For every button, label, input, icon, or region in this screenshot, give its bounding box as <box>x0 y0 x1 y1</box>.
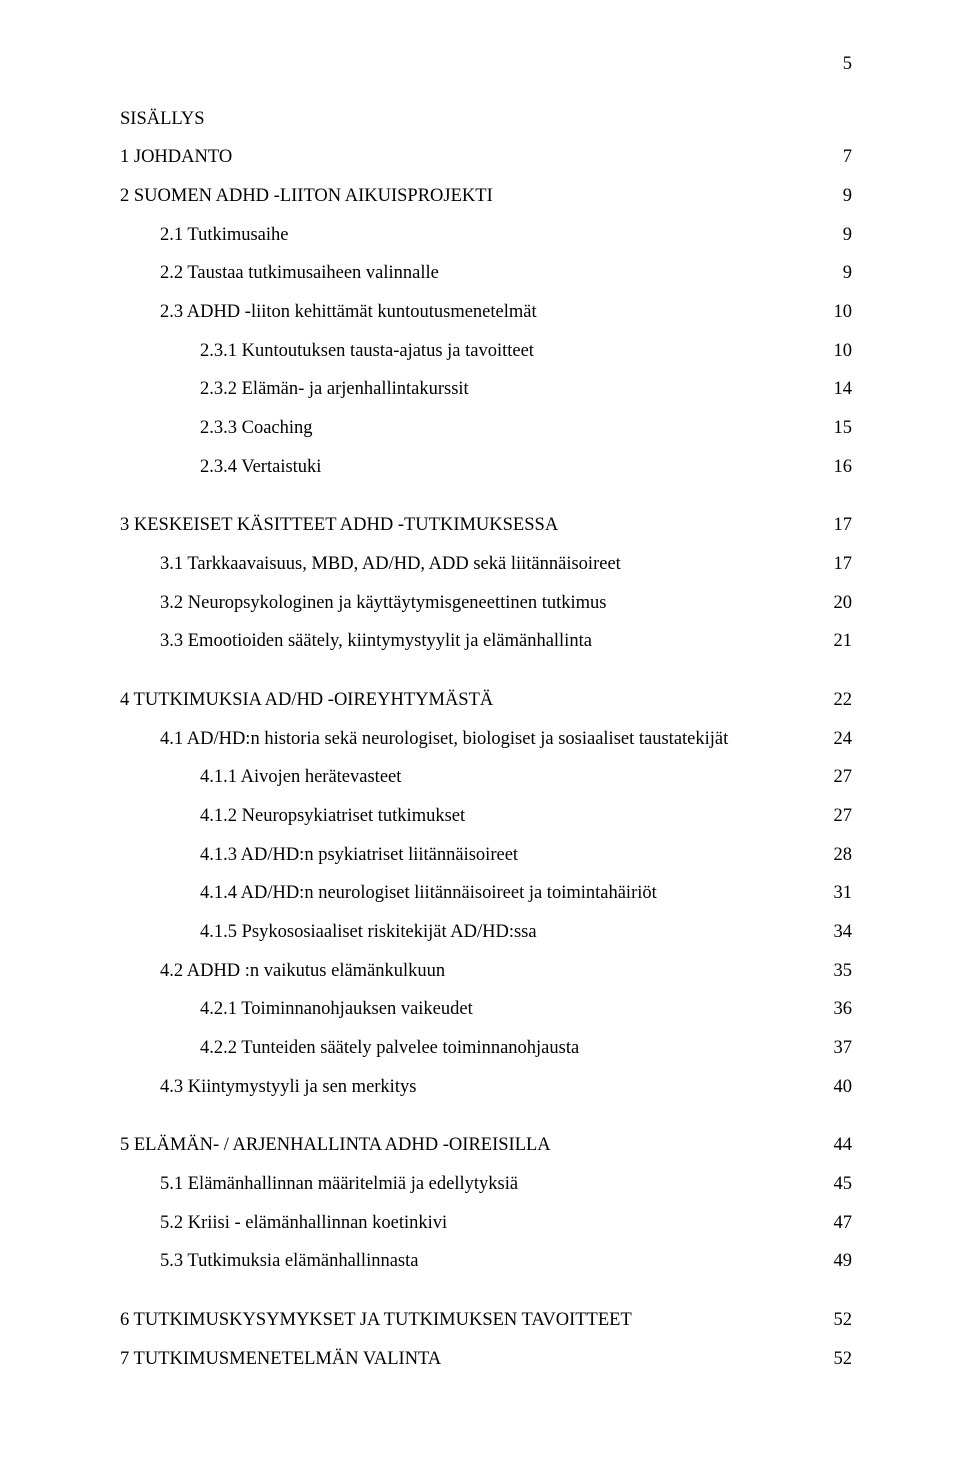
toc-entry-label: 2.3.3 Coaching <box>120 414 824 443</box>
toc-entry: 3.1 Tarkkaavaisuus, MBD, AD/HD, ADD sekä… <box>120 550 852 579</box>
toc-entry: 4.1.1 Aivojen herätevasteet27 <box>120 763 852 792</box>
toc-entry-label: 7 TUTKIMUSMENETELMÄN VALINTA <box>120 1345 824 1374</box>
toc-entry-page: 35 <box>824 957 852 986</box>
toc-entry: 3.3 Emootioiden säätely, kiintymystyylit… <box>120 627 852 656</box>
toc-entry: 2.3 ADHD -liiton kehittämät kuntoutusmen… <box>120 298 852 327</box>
toc-entry-page: 34 <box>824 918 852 947</box>
toc-entry-label: 2.3 ADHD -liiton kehittämät kuntoutusmen… <box>120 298 824 327</box>
toc-entry-label: 6 TUTKIMUSKYSYMYKSET JA TUTKIMUKSEN TAVO… <box>120 1306 824 1335</box>
toc-entry: 4.1.2 Neuropsykiatriset tutkimukset27 <box>120 802 852 831</box>
toc-entry-label: 4.2 ADHD :n vaikutus elämänkulkuun <box>120 957 824 986</box>
toc-entry-page: 17 <box>824 550 852 579</box>
toc-entry: 4.1 AD/HD:n historia sekä neurologiset, … <box>120 725 852 754</box>
toc-entry: 2.2 Taustaa tutkimusaiheen valinnalle9 <box>120 259 852 288</box>
toc-entry: 2.1 Tutkimusaihe9 <box>120 221 852 250</box>
toc-entry-label: 3.3 Emootioiden säätely, kiintymystyylit… <box>120 627 824 656</box>
toc-heading: SISÄLLYS <box>120 105 852 134</box>
toc-entry-page: 27 <box>824 763 852 792</box>
toc-entry: 4.2.2 Tunteiden säätely palvelee toiminn… <box>120 1034 852 1063</box>
toc-entry-page: 27 <box>824 802 852 831</box>
toc-entry-page: 21 <box>824 627 852 656</box>
toc-entry-page: 49 <box>824 1247 852 1276</box>
toc-entry-label: 4.1.5 Psykososiaaliset riskitekijät AD/H… <box>120 918 824 947</box>
toc-entry-label: 2.1 Tutkimusaihe <box>120 221 824 250</box>
toc-entry-label: 2.3.4 Vertaistuki <box>120 453 824 482</box>
toc-entry-page: 9 <box>824 221 852 250</box>
toc-entry: 4.3 Kiintymystyyli ja sen merkitys40 <box>120 1073 852 1102</box>
toc-entry: 4.1.3 AD/HD:n psykiatriset liitännäisoir… <box>120 841 852 870</box>
toc-entry-page: 24 <box>824 725 852 754</box>
toc-entry-page: 52 <box>824 1345 852 1374</box>
table-of-contents: 1 JOHDANTO72 SUOMEN ADHD -LIITON AIKUISP… <box>120 143 852 1373</box>
toc-entry-label: 4.2.2 Tunteiden säätely palvelee toiminn… <box>120 1034 824 1063</box>
toc-entry-label: 2.2 Taustaa tutkimusaiheen valinnalle <box>120 259 824 288</box>
toc-entry-label: 3 KESKEISET KÄSITTEET ADHD -TUTKIMUKSESS… <box>120 511 824 540</box>
toc-entry-label: 4.1.2 Neuropsykiatriset tutkimukset <box>120 802 824 831</box>
toc-entry-page: 37 <box>824 1034 852 1063</box>
toc-entry-label: 5.3 Tutkimuksia elämänhallinnasta <box>120 1247 824 1276</box>
toc-entry: 5 ELÄMÄN- / ARJENHALLINTA ADHD -OIREISIL… <box>120 1131 852 1160</box>
toc-entry-label: 3.2 Neuropsykologinen ja käyttäytymisgen… <box>120 589 824 618</box>
toc-entry-label: 1 JOHDANTO <box>120 143 824 172</box>
toc-entry-page: 15 <box>824 414 852 443</box>
toc-entry-label: 4.1 AD/HD:n historia sekä neurologiset, … <box>120 725 824 754</box>
toc-entry: 6 TUTKIMUSKYSYMYKSET JA TUTKIMUKSEN TAVO… <box>120 1306 852 1335</box>
toc-entry: 4 TUTKIMUKSIA AD/HD -OIREYHTYMÄSTÄ22 <box>120 686 852 715</box>
toc-entry: 7 TUTKIMUSMENETELMÄN VALINTA52 <box>120 1345 852 1374</box>
toc-entry: 3 KESKEISET KÄSITTEET ADHD -TUTKIMUKSESS… <box>120 511 852 540</box>
toc-entry-page: 31 <box>824 879 852 908</box>
toc-entry-label: 4 TUTKIMUKSIA AD/HD -OIREYHTYMÄSTÄ <box>120 686 824 715</box>
toc-entry-page: 22 <box>824 686 852 715</box>
toc-entry: 2.3.2 Elämän- ja arjenhallintakurssit14 <box>120 375 852 404</box>
toc-entry-page: 28 <box>824 841 852 870</box>
toc-entry-page: 44 <box>824 1131 852 1160</box>
toc-entry-page: 47 <box>824 1209 852 1238</box>
toc-entry: 1 JOHDANTO7 <box>120 143 852 172</box>
toc-entry-page: 17 <box>824 511 852 540</box>
toc-entry-page: 14 <box>824 375 852 404</box>
section-gap <box>120 666 852 686</box>
toc-entry: 4.1.5 Psykososiaaliset riskitekijät AD/H… <box>120 918 852 947</box>
toc-entry-label: 4.1.4 AD/HD:n neurologiset liitännäisoir… <box>120 879 824 908</box>
toc-entry-page: 40 <box>824 1073 852 1102</box>
toc-entry: 5.1 Elämänhallinnan määritelmiä ja edell… <box>120 1170 852 1199</box>
toc-entry-label: 4.3 Kiintymystyyli ja sen merkitys <box>120 1073 824 1102</box>
toc-entry-page: 36 <box>824 995 852 1024</box>
toc-entry-page: 10 <box>824 337 852 366</box>
toc-entry-page: 10 <box>824 298 852 327</box>
toc-entry: 2.3.4 Vertaistuki16 <box>120 453 852 482</box>
toc-entry: 4.2.1 Toiminnanohjauksen vaikeudet36 <box>120 995 852 1024</box>
toc-entry-page: 7 <box>824 143 852 172</box>
toc-entry: 4.2 ADHD :n vaikutus elämänkulkuun35 <box>120 957 852 986</box>
toc-entry-page: 16 <box>824 453 852 482</box>
toc-entry-label: 5 ELÄMÄN- / ARJENHALLINTA ADHD -OIREISIL… <box>120 1131 824 1160</box>
toc-entry: 2.3.3 Coaching15 <box>120 414 852 443</box>
toc-entry-label: 4.1.3 AD/HD:n psykiatriset liitännäisoir… <box>120 841 824 870</box>
toc-entry-page: 45 <box>824 1170 852 1199</box>
toc-entry-label: 5.1 Elämänhallinnan määritelmiä ja edell… <box>120 1170 824 1199</box>
page-number: 5 <box>120 50 852 79</box>
section-gap <box>120 1286 852 1306</box>
toc-entry-label: 3.1 Tarkkaavaisuus, MBD, AD/HD, ADD sekä… <box>120 550 824 579</box>
toc-entry-label: 2 SUOMEN ADHD -LIITON AIKUISPROJEKTI <box>120 182 824 211</box>
section-gap <box>120 1111 852 1131</box>
toc-entry-label: 4.1.1 Aivojen herätevasteet <box>120 763 824 792</box>
toc-entry-page: 52 <box>824 1306 852 1335</box>
section-gap <box>120 491 852 511</box>
toc-entry: 4.1.4 AD/HD:n neurologiset liitännäisoir… <box>120 879 852 908</box>
toc-entry: 2 SUOMEN ADHD -LIITON AIKUISPROJEKTI9 <box>120 182 852 211</box>
toc-entry-page: 20 <box>824 589 852 618</box>
toc-entry-label: 2.3.2 Elämän- ja arjenhallintakurssit <box>120 375 824 404</box>
toc-entry: 5.3 Tutkimuksia elämänhallinnasta49 <box>120 1247 852 1276</box>
toc-entry-label: 2.3.1 Kuntoutuksen tausta-ajatus ja tavo… <box>120 337 824 366</box>
toc-entry: 2.3.1 Kuntoutuksen tausta-ajatus ja tavo… <box>120 337 852 366</box>
toc-entry-label: 4.2.1 Toiminnanohjauksen vaikeudet <box>120 995 824 1024</box>
toc-entry-page: 9 <box>824 259 852 288</box>
toc-entry-page: 9 <box>824 182 852 211</box>
toc-entry-label: 5.2 Kriisi - elämänhallinnan koetinkivi <box>120 1209 824 1238</box>
toc-entry: 3.2 Neuropsykologinen ja käyttäytymisgen… <box>120 589 852 618</box>
toc-entry: 5.2 Kriisi - elämänhallinnan koetinkivi4… <box>120 1209 852 1238</box>
